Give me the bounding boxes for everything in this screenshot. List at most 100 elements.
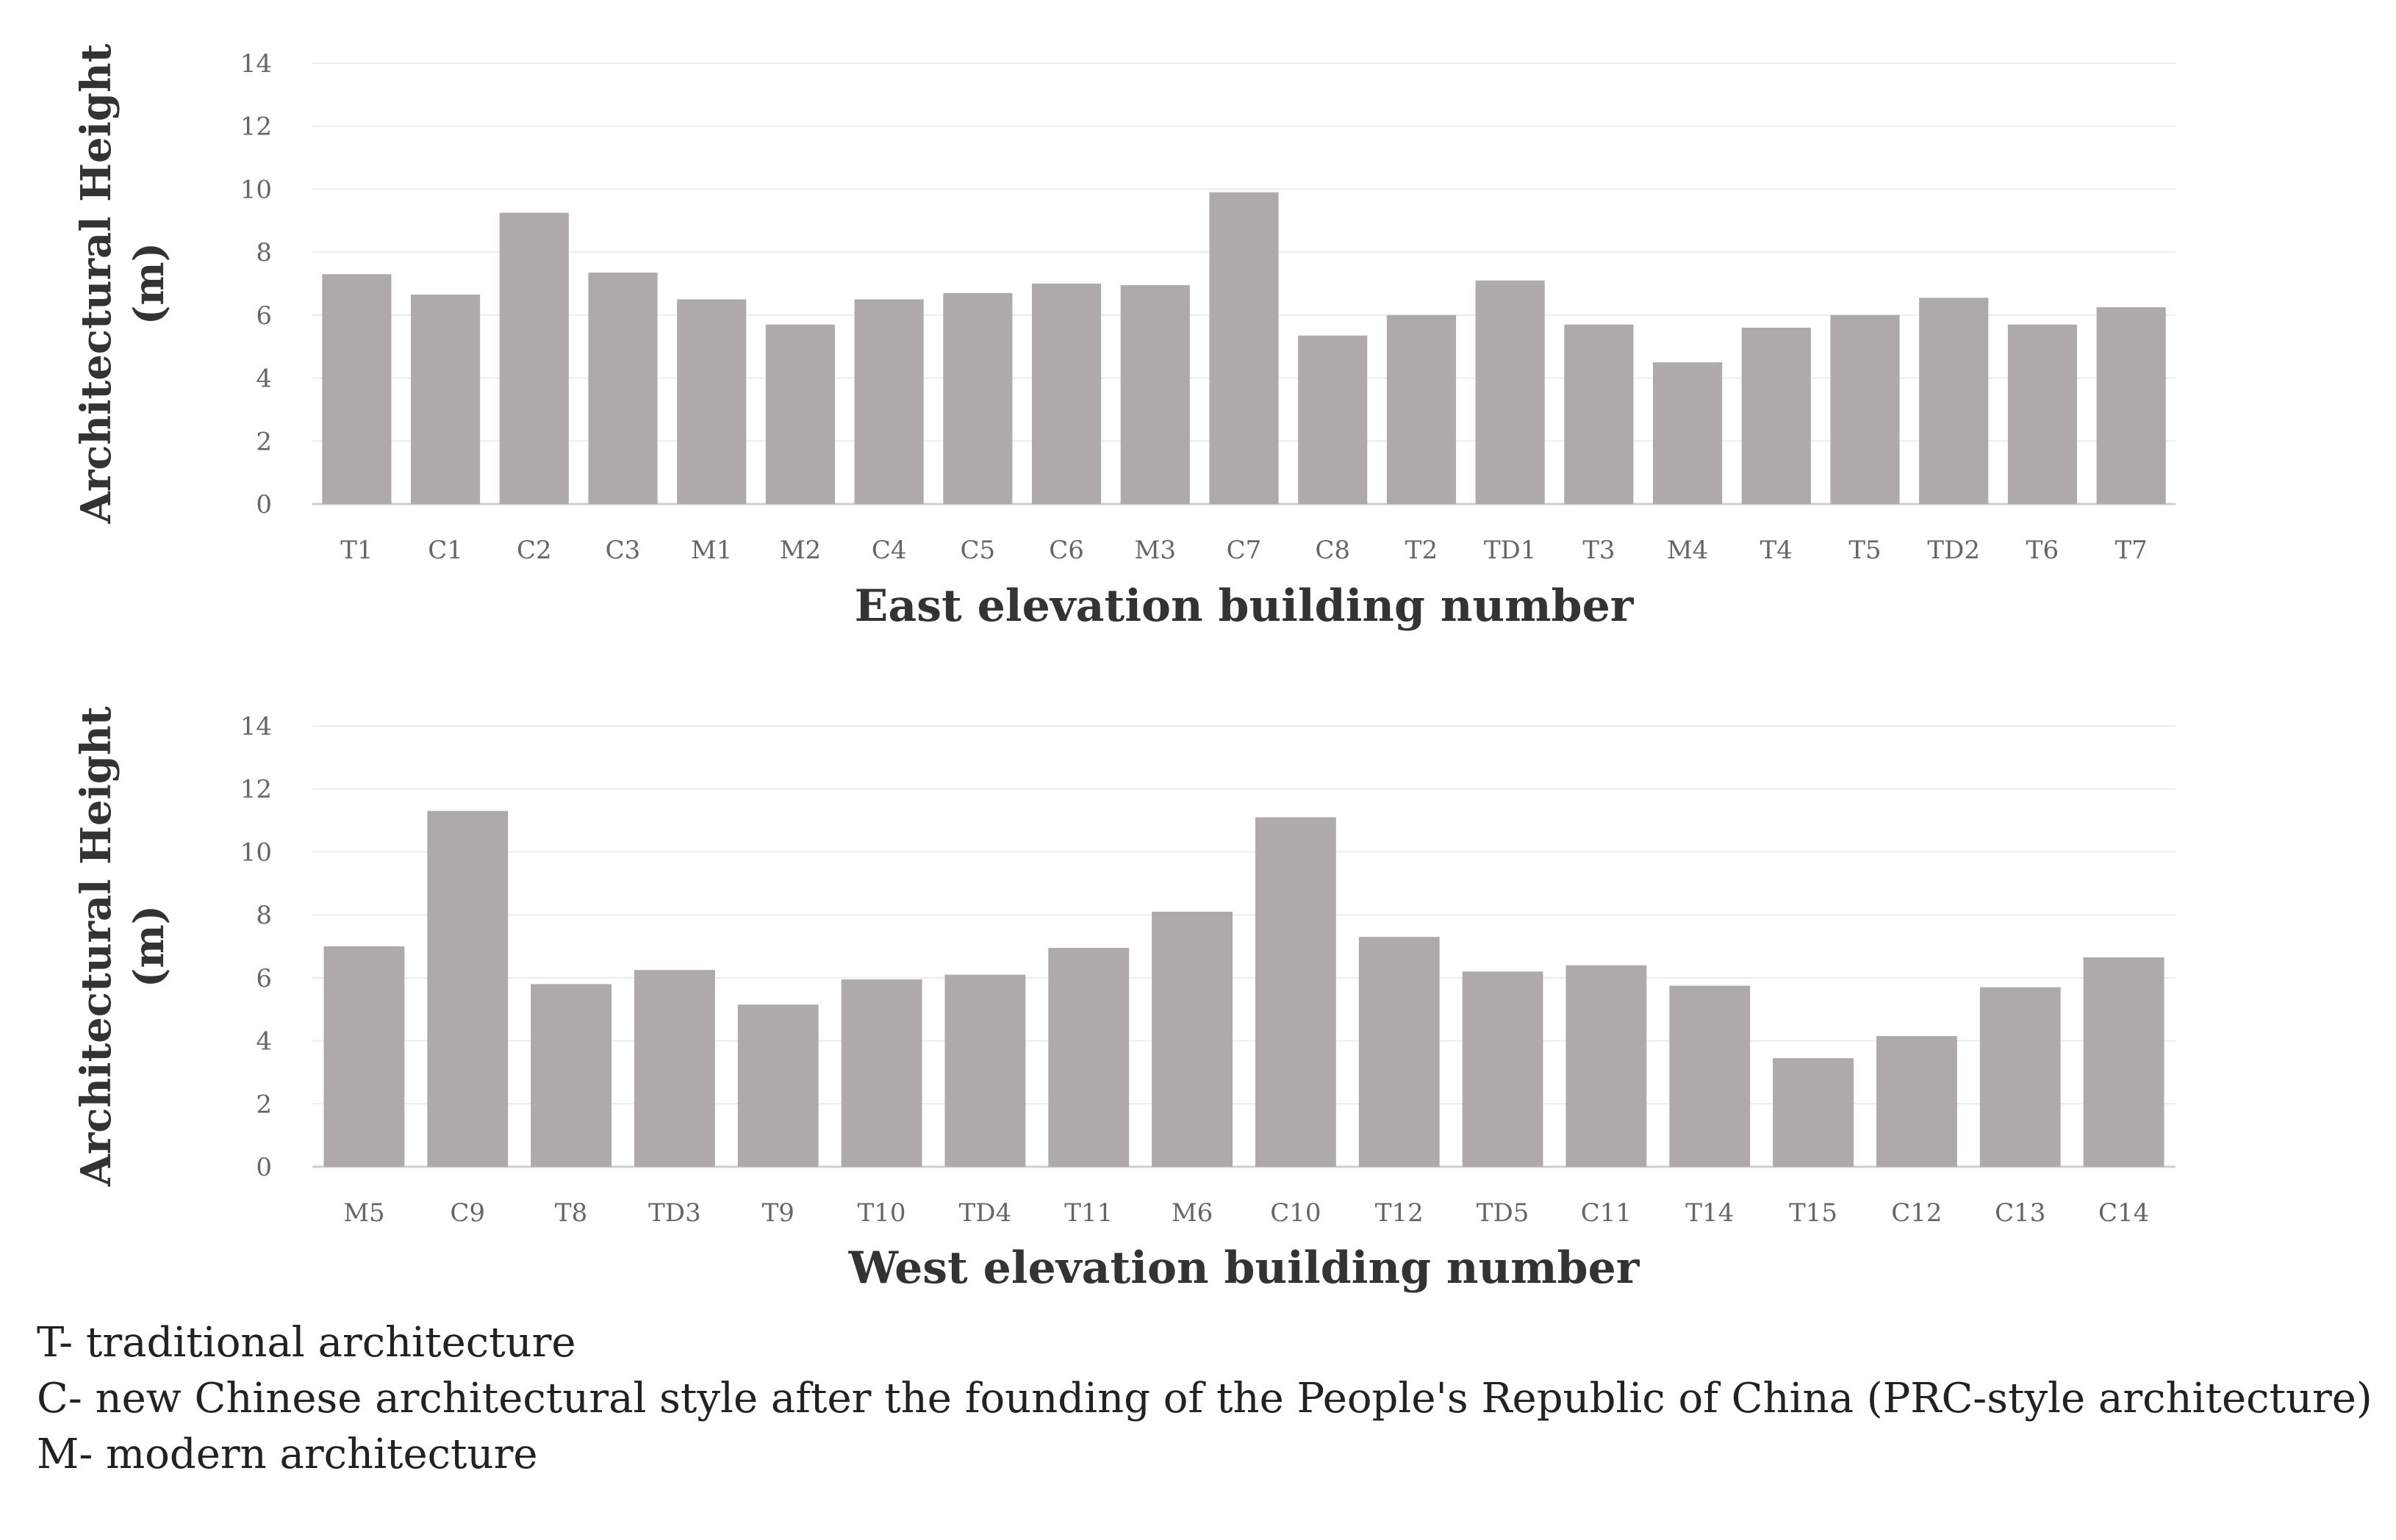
west-bar-t10 <box>841 979 922 1167</box>
east-elevation-chart: 0 2 4 6 8 10 12 14 T1 C1 C2 C3 M1 M2 C4 C5 C6 M3 C7 C8 T2 TD1… <box>72 43 2176 632</box>
west-x-tick-label: TD3 <box>648 1198 701 1228</box>
west-bar-t15 <box>1773 1058 1854 1167</box>
west-y-tick-label: 12 <box>240 775 272 805</box>
west-x-tick-label: M5 <box>343 1198 384 1228</box>
east-y-axis-title-line: Architectural Height <box>72 43 121 524</box>
west-x-tick-label: T12 <box>1375 1198 1424 1228</box>
west-bar-t11 <box>1048 948 1130 1167</box>
east-x-tick-label: T6 <box>2026 536 2059 565</box>
east-y-tick-label: 6 <box>256 301 272 331</box>
west-bar-c10 <box>1255 817 1336 1167</box>
west-bar-c13 <box>1979 987 2061 1167</box>
east-y-axis-title: Architectural Height (m) <box>72 43 173 524</box>
east-x-tick-label: C8 <box>1315 536 1350 565</box>
east-bar-t1 <box>322 274 392 504</box>
east-bar-c5 <box>943 292 1013 504</box>
west-x-tick-label: C13 <box>1995 1198 2045 1228</box>
east-x-tick-label: T7 <box>2115 536 2147 565</box>
west-bar-t8 <box>531 984 612 1167</box>
west-x-axis-title: West elevation building number <box>848 1242 1640 1294</box>
east-x-tick-label: C5 <box>961 536 996 565</box>
east-x-tick-label: C4 <box>872 536 907 565</box>
west-bar-t9 <box>737 1004 819 1167</box>
west-x-tick-label: T14 <box>1685 1198 1734 1228</box>
west-bar-c9 <box>427 810 509 1167</box>
east-x-tick-label: T1 <box>340 536 373 565</box>
east-x-tick-label: M2 <box>780 536 821 565</box>
east-bar-t4 <box>1741 328 1811 504</box>
west-x-tick-label: C10 <box>1270 1198 1321 1228</box>
west-x-tick-label: T15 <box>1789 1198 1837 1228</box>
west-x-tick-label: C14 <box>2098 1198 2149 1228</box>
west-bar-td4 <box>944 974 1026 1167</box>
east-x-tick-label: T3 <box>1582 536 1615 565</box>
west-bar-m6 <box>1152 911 1233 1167</box>
east-bar-m4 <box>1652 362 1723 504</box>
west-y-tick-label: 10 <box>240 838 272 867</box>
legend-notes: T- traditional architecture C- new Chine… <box>37 1315 2372 1483</box>
west-x-tick-label: TD4 <box>959 1198 1012 1228</box>
east-bar-t7 <box>2096 307 2166 504</box>
west-bar-td5 <box>1462 971 1543 1167</box>
west-x-tick-label: T10 <box>858 1198 906 1228</box>
east-bar-td1 <box>1475 280 1545 504</box>
east-bar-c7 <box>1209 192 1279 504</box>
east-x-tick-label: C7 <box>1227 536 1262 565</box>
east-y-tick-label: 4 <box>256 364 272 394</box>
west-y-tick-label: 4 <box>256 1027 272 1057</box>
west-bar-c14 <box>2083 957 2164 1167</box>
east-bar-t6 <box>2007 324 2078 504</box>
west-bar-t14 <box>1669 985 1751 1167</box>
west-x-tick-label: T11 <box>1064 1198 1113 1228</box>
east-x-tick-label: TD2 <box>1927 536 1980 565</box>
west-bar-t12 <box>1358 937 1440 1167</box>
west-x-tick-label: M6 <box>1172 1198 1213 1228</box>
legend-note-traditional: T- traditional architecture <box>37 1319 576 1367</box>
east-x-axis-title: East elevation building number <box>855 580 1635 632</box>
west-bar-c12 <box>1876 1036 1957 1167</box>
east-x-tick-label: C2 <box>517 536 552 565</box>
legend-note-modern: M- modern architecture <box>37 1431 538 1478</box>
west-y-tick-label: 6 <box>256 964 272 993</box>
east-y-tick-label: 12 <box>240 112 272 142</box>
east-x-tick-label: T4 <box>1760 536 1793 565</box>
west-y-tick-label: 8 <box>256 901 272 930</box>
east-x-tick-label: M4 <box>1667 536 1708 565</box>
west-y-axis-title: Architectural Height (m) <box>72 706 173 1187</box>
east-bar-t2 <box>1386 314 1457 504</box>
west-elevation-chart: 0 2 4 6 8 10 12 14 M5 C9 T8 TD3 T9 T10 TD4 T11 M6 C10 T12 T… <box>72 706 2176 1294</box>
east-bar-c1 <box>410 295 481 504</box>
east-bar-td2 <box>1919 298 1989 504</box>
east-x-tick-label: T5 <box>1848 536 1881 565</box>
east-y-tick-label: 14 <box>240 49 272 79</box>
west-y-tick-label: 0 <box>256 1153 272 1182</box>
east-x-tick-label: M3 <box>1135 536 1176 565</box>
east-bar-m3 <box>1120 285 1190 504</box>
west-bar-c11 <box>1565 965 1647 1167</box>
west-y-axis-title-line: (m) <box>125 905 173 987</box>
east-x-tick-label: T2 <box>1405 536 1438 565</box>
west-y-axis-title-line: Architectural Height <box>72 706 121 1187</box>
east-x-tick-label: TD1 <box>1484 536 1537 565</box>
east-bar-t5 <box>1830 314 1900 504</box>
west-x-tick-label: C11 <box>1581 1198 1632 1228</box>
east-x-tick-label: M1 <box>691 536 732 565</box>
east-bar-c3 <box>588 273 658 504</box>
west-x-tick-label: C9 <box>450 1198 485 1228</box>
east-bar-c4 <box>854 299 924 504</box>
east-bar-m2 <box>765 324 836 504</box>
west-y-tick-label: 2 <box>256 1090 272 1119</box>
east-bar-t3 <box>1564 324 1634 504</box>
east-bar-m1 <box>677 299 747 504</box>
east-x-tick-label: C3 <box>606 536 641 565</box>
west-x-tick-label: C12 <box>1891 1198 1942 1228</box>
east-y-tick-label: 2 <box>256 427 272 456</box>
east-bar-c2 <box>499 212 569 504</box>
west-bar-m5 <box>323 946 405 1167</box>
west-bar-td3 <box>634 970 715 1167</box>
west-x-tick-label: T9 <box>762 1198 795 1228</box>
east-bar-c8 <box>1298 335 1368 504</box>
east-x-tick-label: C6 <box>1049 536 1084 565</box>
legend-note-prc-style: C- new Chinese architectural style after… <box>37 1375 2372 1422</box>
east-y-axis-title-line: (m) <box>125 242 173 325</box>
